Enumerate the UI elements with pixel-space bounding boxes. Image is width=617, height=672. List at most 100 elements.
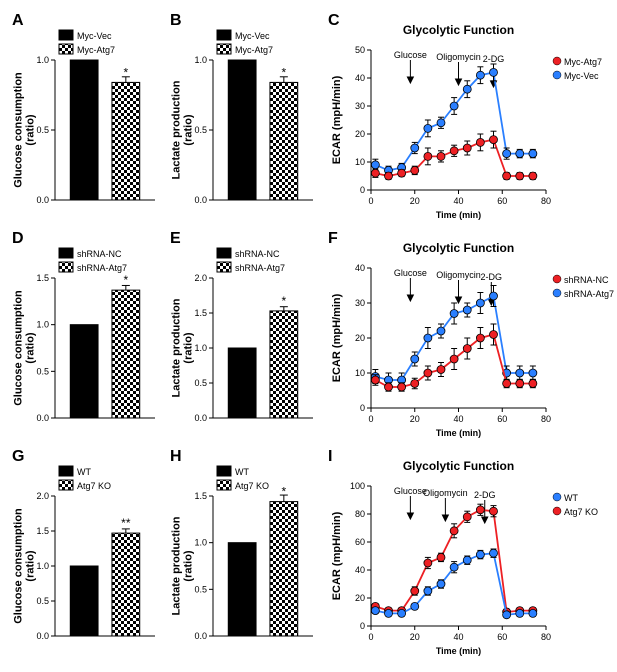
- svg-text:0.5: 0.5: [194, 378, 207, 388]
- data-point: [450, 527, 458, 535]
- svg-text:20: 20: [355, 333, 365, 343]
- legend: WTAtg7 KO: [553, 493, 598, 517]
- panel-label: G: [12, 448, 24, 466]
- svg-text:60: 60: [497, 632, 507, 642]
- data-point: [437, 366, 445, 374]
- bar-chart: 0.00.51.01.5Glucose consumption(ratio)*s…: [10, 238, 160, 438]
- data-point: [424, 559, 432, 567]
- data-point: [516, 369, 524, 377]
- svg-text:40: 40: [355, 73, 365, 83]
- svg-text:Atg7 KO: Atg7 KO: [77, 481, 111, 491]
- line-chart: Glycolytic Function010203040020406080Tim…: [326, 238, 616, 438]
- svg-text:shRNA-NC: shRNA-NC: [235, 249, 280, 259]
- panel-B: B0.00.51.0Lactate production(ratio)*Myc-…: [168, 10, 318, 220]
- legend: shRNA-NCshRNA-Atg7: [59, 248, 127, 273]
- data-point: [463, 306, 471, 314]
- data-point: [490, 292, 498, 300]
- data-point: [424, 152, 432, 160]
- svg-text:1.5: 1.5: [36, 273, 49, 283]
- data-point: [503, 611, 511, 619]
- svg-text:10: 10: [355, 157, 365, 167]
- legend: Myc-Atg7 Myc-Vec: [553, 57, 602, 81]
- svg-text:ECAR (mpH/min): ECAR (mpH/min): [331, 75, 343, 164]
- svg-text:Time (min): Time (min): [436, 646, 481, 656]
- data-point: [476, 334, 484, 342]
- svg-text:30: 30: [355, 101, 365, 111]
- legend: shRNA-NCshRNA-Atg7: [553, 275, 614, 299]
- svg-text:2.0: 2.0: [194, 273, 207, 283]
- panel-F: FGlycolytic Function010203040020406080Ti…: [326, 228, 616, 438]
- svg-text:*: *: [123, 273, 128, 287]
- panel-label: I: [328, 448, 332, 466]
- bar-chart: 0.00.51.01.5Lactate production(ratio)*WT…: [168, 456, 318, 656]
- data-point: [516, 609, 524, 617]
- svg-text:Oligomycin: Oligomycin: [436, 52, 481, 62]
- svg-text:Glucose consumption(ratio): Glucose consumption(ratio): [13, 72, 37, 188]
- svg-text:Glucose consumption(ratio): Glucose consumption(ratio): [13, 290, 37, 406]
- bar: [112, 82, 140, 200]
- svg-text:2-DG: 2-DG: [483, 54, 505, 64]
- data-point: [476, 299, 484, 307]
- data-point: [437, 327, 445, 335]
- svg-text:Myc-Atg7: Myc-Atg7: [564, 57, 602, 67]
- svg-text:0: 0: [360, 403, 365, 413]
- svg-text:100: 100: [350, 481, 365, 491]
- svg-text:0.0: 0.0: [194, 195, 207, 205]
- data-point: [463, 556, 471, 564]
- svg-text:1.5: 1.5: [194, 308, 207, 318]
- svg-text:0.0: 0.0: [36, 413, 49, 423]
- data-point: [411, 602, 419, 610]
- svg-text:**: **: [121, 516, 131, 530]
- svg-text:80: 80: [541, 196, 551, 206]
- legend: WTAtg7 KO: [59, 466, 111, 491]
- svg-text:Atg7 KO: Atg7 KO: [235, 481, 269, 491]
- data-point: [450, 563, 458, 571]
- svg-text:0: 0: [368, 196, 373, 206]
- svg-text:0.0: 0.0: [36, 195, 49, 205]
- svg-text:0.5: 0.5: [194, 584, 207, 594]
- line-chart: Glycolytic Function020406080100020406080…: [326, 456, 616, 656]
- svg-text:WT: WT: [564, 493, 578, 503]
- svg-text:20: 20: [410, 632, 420, 642]
- svg-text:Glucose: Glucose: [394, 268, 427, 278]
- svg-text:Glycolytic Function: Glycolytic Function: [403, 241, 514, 255]
- legend: WT Atg7 KO: [217, 466, 269, 491]
- svg-text:Time (min): Time (min): [436, 210, 481, 220]
- svg-text:Time (min): Time (min): [436, 428, 481, 438]
- data-point: [503, 380, 511, 388]
- panel-H: H0.00.51.01.5Lactate production(ratio)*W…: [168, 446, 318, 656]
- svg-text:Oligomycin: Oligomycin: [436, 270, 481, 280]
- bar: [270, 502, 298, 636]
- svg-text:Myc-Vec: Myc-Vec: [564, 71, 599, 81]
- svg-text:20: 20: [355, 593, 365, 603]
- svg-text:0.0: 0.0: [194, 413, 207, 423]
- data-point: [411, 355, 419, 363]
- data-point: [463, 513, 471, 521]
- svg-text:0: 0: [360, 621, 365, 631]
- data-point: [463, 144, 471, 152]
- panel-C: CGlycolytic Function01020304050020406080…: [326, 10, 616, 220]
- legend: Myc-VecMyc-Atg7: [217, 30, 273, 55]
- legend: Myc-Vec Myc-Atg7: [59, 30, 115, 55]
- svg-text:50: 50: [355, 45, 365, 55]
- svg-text:WT: WT: [235, 467, 249, 477]
- svg-text:Oligomycin: Oligomycin: [423, 488, 468, 498]
- data-point: [411, 144, 419, 152]
- svg-text:Myc-Atg7: Myc-Atg7: [77, 45, 115, 55]
- data-point: [398, 169, 406, 177]
- data-point: [476, 551, 484, 559]
- svg-text:2-DG: 2-DG: [474, 490, 496, 500]
- panel-label: B: [170, 12, 182, 30]
- svg-text:shRNA-NC: shRNA-NC: [77, 249, 122, 259]
- data-point: [463, 85, 471, 93]
- svg-text:Myc-Vec: Myc-Vec: [77, 31, 112, 41]
- panel-label: E: [170, 230, 181, 248]
- svg-text:*: *: [281, 485, 286, 499]
- svg-text:20: 20: [355, 129, 365, 139]
- svg-text:2-DG: 2-DG: [481, 272, 503, 282]
- data-point: [411, 380, 419, 388]
- data-point: [450, 310, 458, 318]
- svg-text:0: 0: [360, 185, 365, 195]
- data-point: [371, 169, 379, 177]
- svg-text:20: 20: [410, 414, 420, 424]
